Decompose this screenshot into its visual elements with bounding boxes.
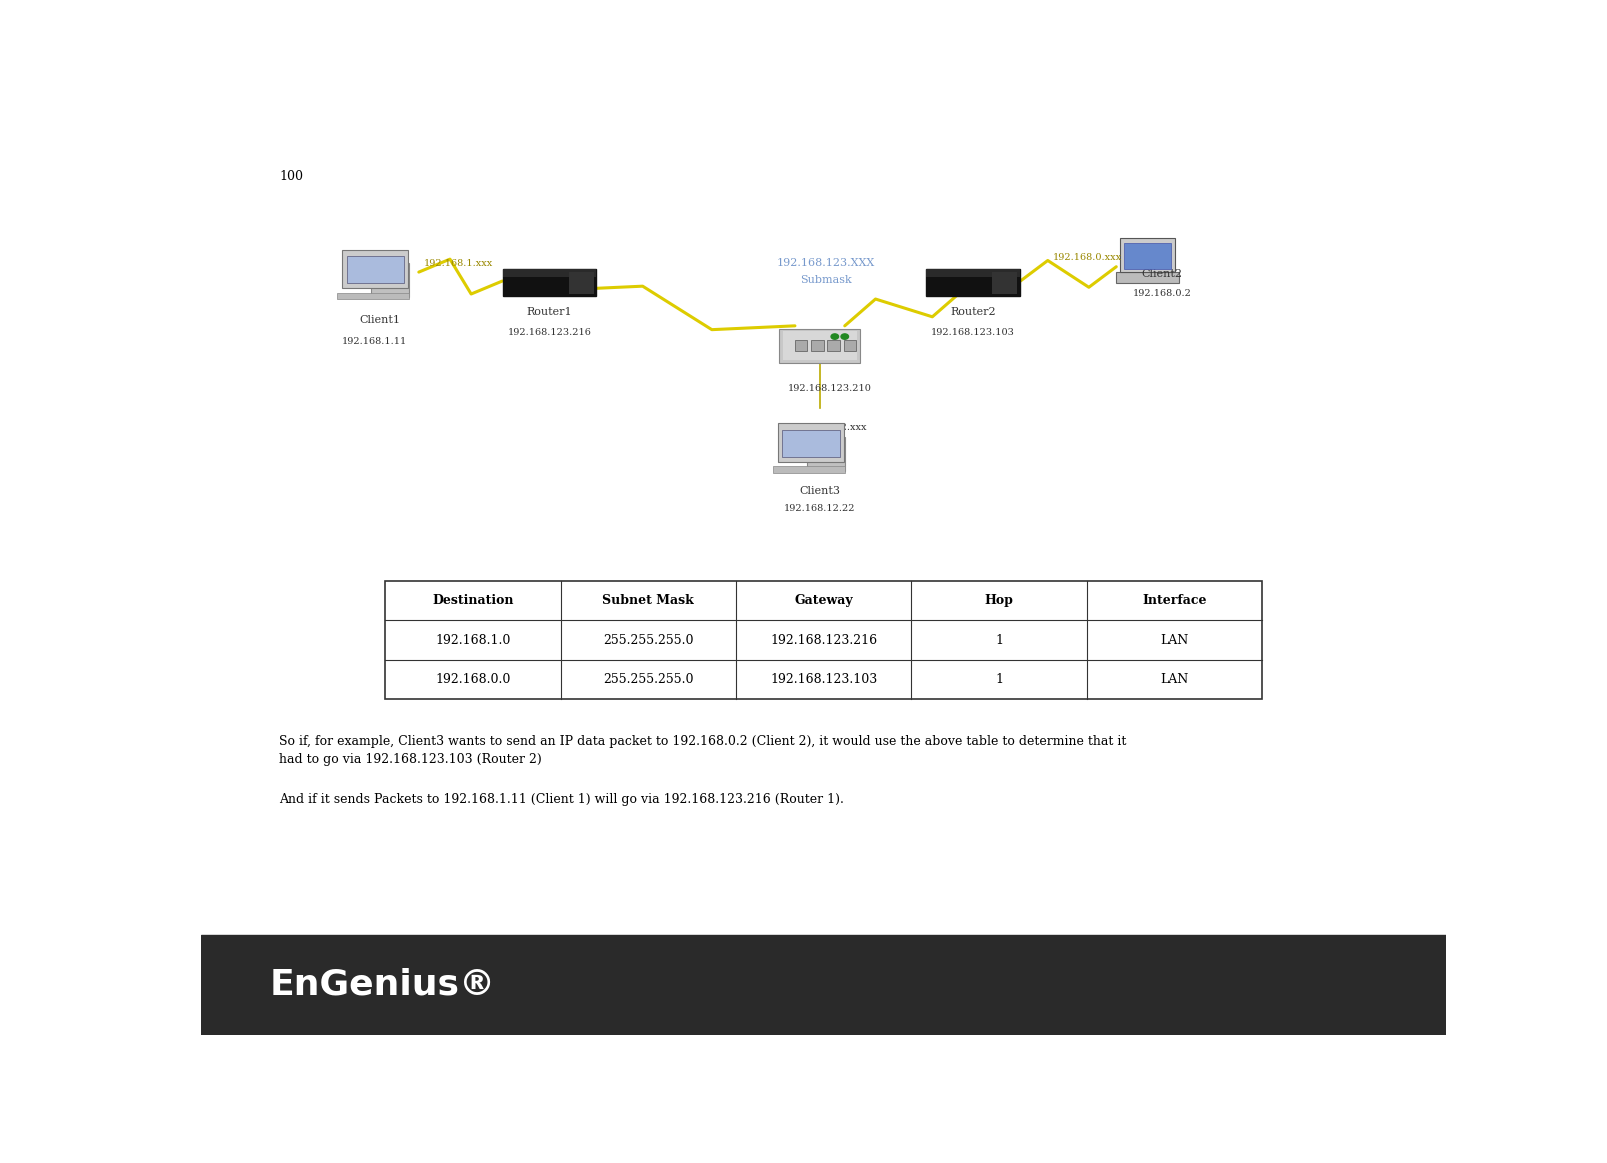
Text: EnGenius®: EnGenius® xyxy=(270,968,495,1001)
Bar xyxy=(828,340,840,351)
Text: 192.168.123.216: 192.168.123.216 xyxy=(770,634,877,647)
Text: 192.168.0.0: 192.168.0.0 xyxy=(435,673,511,686)
Text: 192.168.1.xxx: 192.168.1.xxx xyxy=(424,258,493,267)
Bar xyxy=(778,423,844,462)
Text: Router2: Router2 xyxy=(950,307,996,317)
Text: 192.168.123.XXX: 192.168.123.XXX xyxy=(776,258,876,269)
Text: 192.168.1.11: 192.168.1.11 xyxy=(341,337,407,347)
Text: 192.168.123.103: 192.168.123.103 xyxy=(930,328,1016,336)
Bar xyxy=(201,935,1446,1035)
Circle shape xyxy=(831,334,839,340)
Text: 1: 1 xyxy=(995,634,1003,647)
Bar xyxy=(386,582,1261,699)
Text: 192.168.0.xxx: 192.168.0.xxx xyxy=(1053,254,1122,263)
Text: 100: 100 xyxy=(280,170,304,183)
Text: And if it sends Packets to 192.168.1.11 (Client 1) will go via 192.168.123.216 (: And if it sends Packets to 192.168.1.11 … xyxy=(280,793,844,806)
Text: LAN: LAN xyxy=(1160,634,1189,647)
Bar xyxy=(1123,243,1172,269)
Bar xyxy=(336,293,408,299)
Bar xyxy=(347,256,403,283)
Text: 192.168.0.2: 192.168.0.2 xyxy=(1133,290,1192,298)
Text: Client2: Client2 xyxy=(1143,269,1183,279)
Circle shape xyxy=(840,334,848,340)
Text: 192.168.12.xxx: 192.168.12.xxx xyxy=(792,423,868,433)
Bar xyxy=(342,250,408,288)
Text: 192.168.123.103: 192.168.123.103 xyxy=(770,673,877,686)
Bar xyxy=(783,331,857,359)
Text: 255.255.255.0: 255.255.255.0 xyxy=(603,673,694,686)
Text: So if, for example, Client3 wants to send an IP data packet to 192.168.0.2 (Clie: So if, for example, Client3 wants to sen… xyxy=(280,735,1127,766)
Bar xyxy=(1117,272,1178,283)
Bar xyxy=(371,263,408,298)
Text: 192.168.123.210: 192.168.123.210 xyxy=(787,384,871,393)
Text: 1: 1 xyxy=(995,673,1003,686)
Text: 192.168.12.22: 192.168.12.22 xyxy=(784,504,855,513)
Text: Router1: Router1 xyxy=(527,307,572,317)
Bar xyxy=(503,270,596,297)
Text: LAN: LAN xyxy=(1160,673,1189,686)
Text: Client3: Client3 xyxy=(799,486,840,495)
Text: 192.168.123.216: 192.168.123.216 xyxy=(508,328,591,336)
Bar xyxy=(773,466,845,472)
Text: Hop: Hop xyxy=(985,594,1014,607)
Text: Destination: Destination xyxy=(432,594,514,607)
Text: Subnet Mask: Subnet Mask xyxy=(603,594,694,607)
Text: 192.168.1.0: 192.168.1.0 xyxy=(435,634,511,647)
Bar xyxy=(1120,238,1175,272)
Bar xyxy=(993,272,1017,293)
Text: Gateway: Gateway xyxy=(794,594,853,607)
Text: Interface: Interface xyxy=(1143,594,1207,607)
Bar xyxy=(795,340,807,351)
Text: 255.255.255.0: 255.255.255.0 xyxy=(603,634,694,647)
Text: Client1: Client1 xyxy=(360,314,400,324)
Bar xyxy=(807,437,845,471)
Bar xyxy=(569,272,595,293)
Bar xyxy=(812,340,823,351)
Bar xyxy=(844,340,857,351)
Text: Submask: Submask xyxy=(800,276,852,285)
Bar xyxy=(926,270,1020,277)
Bar xyxy=(503,270,596,277)
Bar xyxy=(779,328,860,363)
Bar xyxy=(783,429,840,457)
Bar xyxy=(926,270,1020,297)
